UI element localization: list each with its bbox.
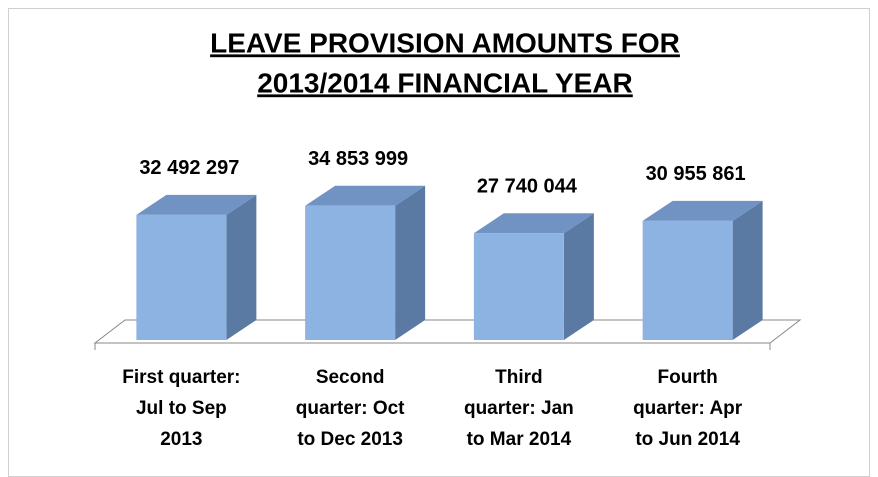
chart-title: LEAVE PROVISION AMOUNTS FOR [210, 27, 680, 58]
bar-side [732, 200, 763, 340]
x-tick-label: First quarter: Jul to Sep 2013 [122, 367, 241, 450]
bar-side [395, 185, 426, 340]
x-tick-label: Third quarter: Jan to Mar 2014 [463, 367, 574, 450]
value-label: 32 492 297 [139, 157, 239, 179]
bar [473, 213, 594, 340]
bar-front [136, 214, 227, 340]
bar-top [136, 194, 257, 215]
bar-top [473, 213, 594, 234]
value-label: 30 955 861 [646, 163, 746, 185]
bar [305, 185, 426, 340]
bar-top [642, 200, 763, 221]
bar-top [305, 185, 426, 206]
bar [136, 194, 257, 340]
bar-front [305, 205, 396, 340]
floor [93, 319, 802, 344]
chart-subtitle: 2013/2014 FINANCIAL YEAR [257, 67, 633, 98]
bar-side [226, 194, 257, 340]
x-tick-label: Fourth quarter: Apr to Jun 2014 [633, 367, 743, 450]
x-tick-label: Second quarter: Oct to Dec 2013 [295, 367, 405, 450]
value-label: 27 740 044 [477, 175, 578, 197]
bar-side [563, 213, 594, 340]
value-label: 34 853 999 [308, 148, 408, 170]
bar-front [642, 220, 733, 340]
bar [642, 200, 763, 340]
bar-front [473, 233, 564, 340]
